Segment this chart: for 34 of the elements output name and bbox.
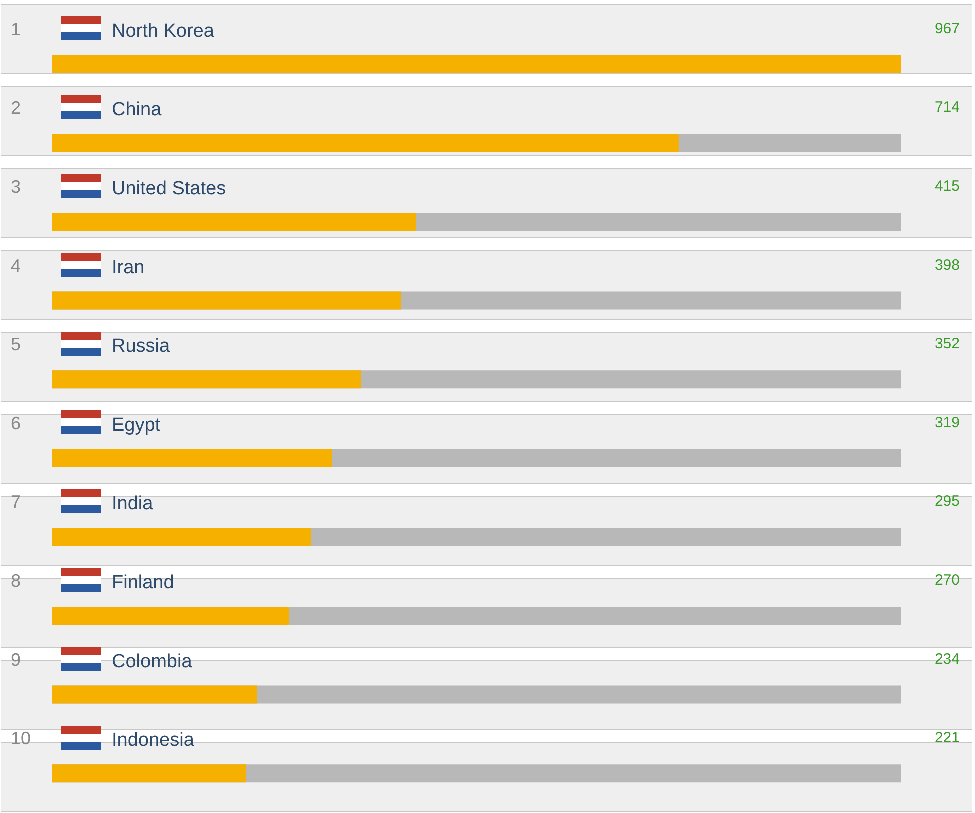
data-label: 714 xyxy=(934,99,960,116)
text: 3 xyxy=(11,177,22,197)
data-label: 415 xyxy=(934,178,960,195)
text: 6 xyxy=(11,413,22,434)
data-label: 234 xyxy=(934,650,960,668)
text: 8 xyxy=(11,571,22,591)
bar xyxy=(52,449,332,468)
y-tick-label: China xyxy=(112,100,162,121)
data-label: 295 xyxy=(934,493,960,510)
y-tick-label: Egypt xyxy=(112,414,162,436)
data-label: 319 xyxy=(934,414,960,432)
y-tick-label: United States xyxy=(112,178,226,200)
y-tick-label: India xyxy=(112,494,154,515)
data-label: 967 xyxy=(934,20,960,38)
y-tick-label: Colombia xyxy=(112,651,193,672)
y-tick-label: Indonesia xyxy=(112,730,195,752)
data-label: 398 xyxy=(934,256,960,274)
bar xyxy=(52,764,246,783)
bar xyxy=(52,686,258,704)
y-tick-label: Iran xyxy=(112,257,145,278)
text: 9 xyxy=(11,650,22,670)
y-tick-label: Finland xyxy=(112,572,174,594)
text: 10 xyxy=(11,728,32,749)
data-label: 221 xyxy=(934,730,960,747)
text: 2 xyxy=(11,98,22,118)
data-label: 270 xyxy=(934,572,960,589)
text: 7 xyxy=(11,492,22,512)
bar xyxy=(52,528,311,546)
text: 4 xyxy=(11,256,22,276)
text: 1 xyxy=(11,19,22,40)
text: 5 xyxy=(11,334,22,355)
y-tick-label: Russia xyxy=(112,336,171,358)
y-tick-label: North Korea xyxy=(112,20,215,42)
data-label: 352 xyxy=(934,336,960,353)
